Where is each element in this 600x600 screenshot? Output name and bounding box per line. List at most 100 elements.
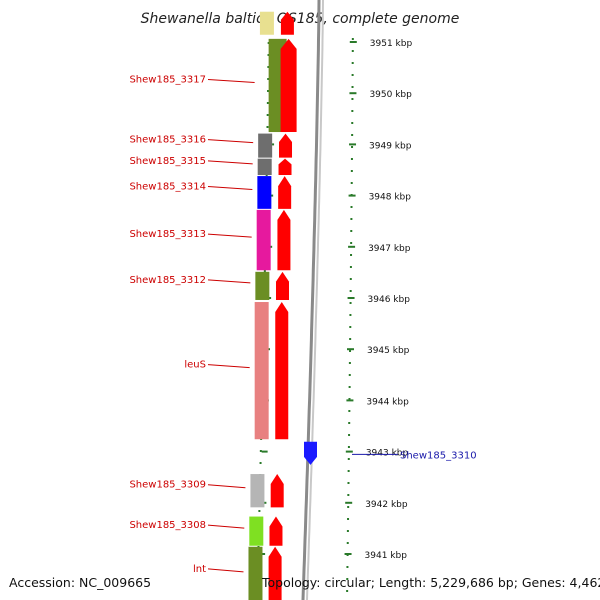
guide-dot-right [351,98,354,100]
guide-dot-left [258,510,261,512]
guide-dot-right [348,410,351,412]
gene-label: leuS [184,360,206,371]
guide-dot-right [347,446,350,448]
guide-dot-right [350,242,353,244]
guide-dot-right [350,158,353,160]
scale-tick-label: 3950 kbp [369,90,412,100]
cog-box [257,176,272,209]
gene-label: lnt [193,564,206,575]
gene-label-leader [207,185,253,190]
guide-dot-right [346,590,349,592]
guide-dot-right [347,518,350,520]
guide-dot-right [350,254,353,256]
scale-tick-label: 3944 kbp [366,397,409,407]
cds-arrow-forward [268,546,282,600]
scale-tick-label: 3946 kbp [368,295,411,305]
gene-label-leader [207,484,246,489]
guide-dot-right [350,182,353,184]
guide-dot-right [349,338,352,340]
backbone-line-inner [306,0,324,600]
guide-dot-left [266,126,269,128]
scale-tick-label: 3945 kbp [367,346,410,356]
guide-dot-right [348,374,351,376]
guide-dot-right [347,470,350,472]
guide-dot-right [351,62,354,64]
guide-dot-right [347,494,350,496]
cds-arrow-forward [275,302,289,440]
cog-box [257,158,272,176]
gene-label-leader [207,139,254,144]
gene-label: Shew185_3313 [129,229,206,240]
guide-dot-right [347,506,350,508]
guide-dot-left [267,78,270,80]
guide-dot-right [349,266,352,268]
guide-dot-right [350,230,353,232]
guide-dot-left [263,270,266,272]
gene-label-leader [207,568,244,573]
cds-arrow-forward [280,38,297,133]
gene-label: Shew185_3314 [129,181,206,192]
guide-dot-left [266,114,269,116]
accession-label: Accession: NC_009665 [9,575,152,590]
scale-ticks: 3951 kbp 3950 kbp 3949 kbp 3948 kbp 3947 kbp… [259,39,412,561]
guide-dot-right [348,386,351,388]
guide-dot-left [267,90,270,92]
guide-dot-right [347,458,350,460]
guide-dot-left [259,450,262,452]
guide-dot-right [349,290,352,292]
cog-box [254,302,269,440]
gene-label-leader [207,279,251,284]
cog-box [250,474,265,508]
guide-dot-right [348,398,351,400]
guide-dot-right [351,122,354,124]
scale-tick-label: 3941 kbp [365,551,408,561]
scale-tick-label: 3947 kbp [368,244,411,254]
map-title: Shewanella baltica OS185, complete genom… [141,11,460,27]
gene-label: Shew185_3310 [400,450,477,461]
cog-box [255,271,270,300]
guide-dot-left [267,54,270,56]
guide-dot-right [346,542,349,544]
gene-label: Shew185_3312 [129,275,206,286]
guide-dot-right [351,38,354,40]
guide-dot-right [348,434,351,436]
guide-dot-right [349,350,352,352]
guide-dot-left [266,102,269,104]
guide-dot-right [349,314,352,316]
guide-dot-right [348,422,351,424]
gene-label-leader [207,160,253,165]
scale-tick-label: 3943 kbp [366,449,409,459]
cog-box [258,133,273,158]
cog-box [248,546,263,600]
gene-label: Shew185_3309 [129,480,206,491]
cds-arrow-forward [280,11,294,35]
guide-dot-right [346,566,349,568]
gene-label-leader [207,364,250,369]
guide-dot-right [350,218,353,220]
guide-dot-right [349,278,352,280]
guide-dot-right [351,74,354,76]
cds-arrow-forward [279,133,293,158]
guide-dot-right [348,362,351,364]
guide-dot-left [267,66,270,68]
cog-box [259,11,274,35]
guide-dot-right [349,302,352,304]
scale-tick-label: 3949 kbp [369,141,412,151]
guide-dot-right [351,146,354,148]
guide-dot-right [346,530,349,532]
gene-label: Shew185_3315 [129,156,206,167]
cds-arrow-forward [278,158,292,176]
cds-arrow-forward [270,474,284,508]
gene-label: Shew185_3308 [129,520,206,531]
guide-dot-right [347,482,350,484]
cds-track [268,11,317,600]
gene-label: Shew185_3316 [129,135,206,146]
gene-label-leader [207,233,252,238]
cog-box [249,516,264,546]
scale-tick-label: 3942 kbp [365,500,408,510]
guide-dot-right [351,134,354,136]
gene-labels: Shew185_3317 Shew185_3316 Shew185_3315 Shew… [129,74,476,574]
guide-dot-right [351,50,354,52]
cds-arrow-reverse [304,441,317,465]
